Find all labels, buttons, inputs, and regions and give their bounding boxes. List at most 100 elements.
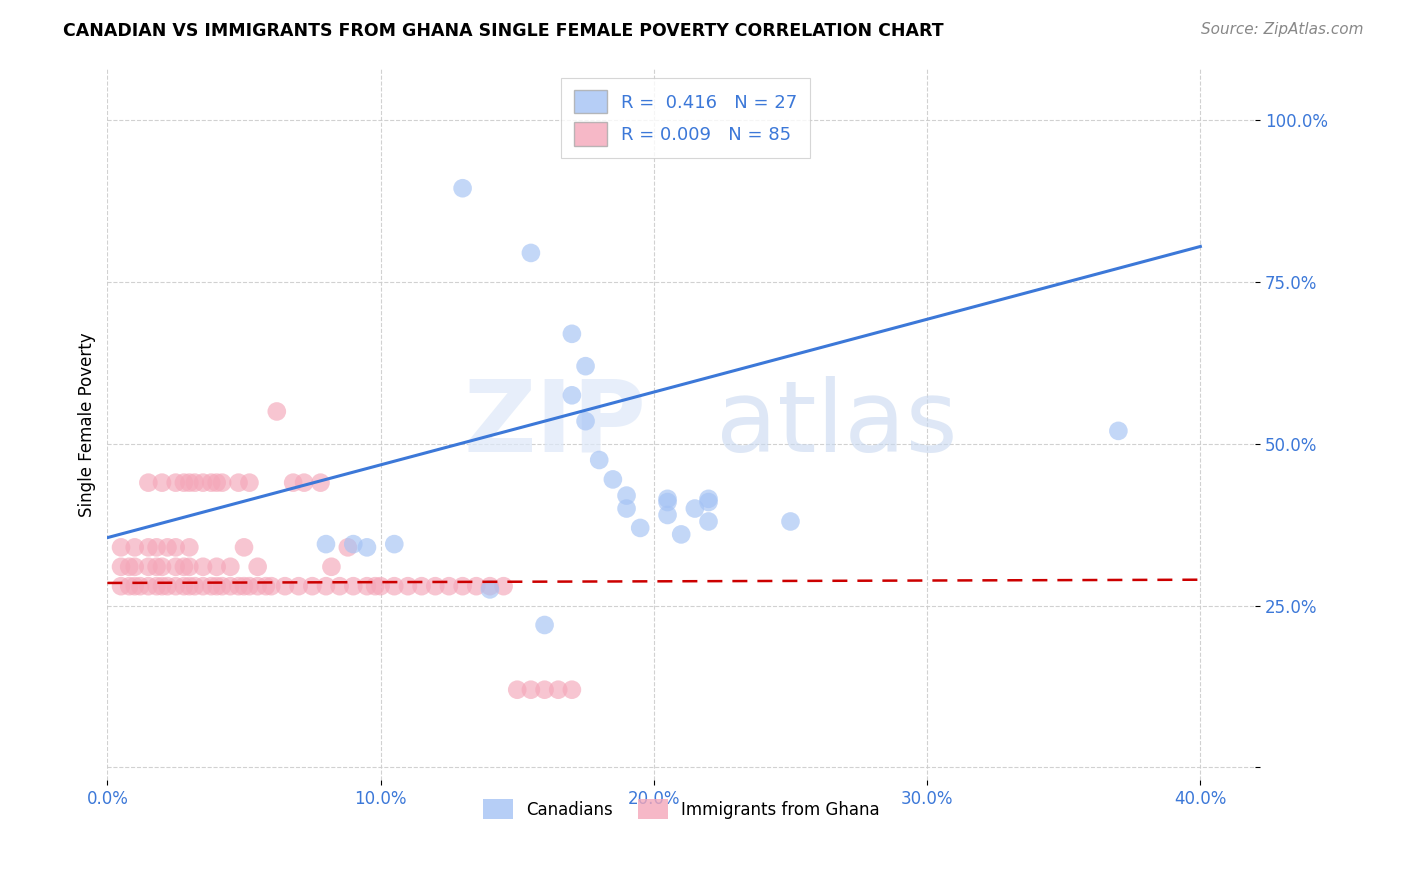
Point — [309, 475, 332, 490]
Point — [173, 559, 195, 574]
Point — [238, 579, 260, 593]
Point — [138, 559, 160, 574]
Point — [411, 579, 433, 593]
Point — [150, 559, 173, 574]
Point — [260, 579, 283, 593]
Point — [520, 246, 543, 260]
Point — [370, 579, 392, 593]
Point — [145, 541, 167, 555]
Point — [602, 472, 624, 486]
Point — [200, 579, 222, 593]
Point — [437, 579, 460, 593]
Point — [145, 579, 167, 593]
Point — [205, 475, 228, 490]
Point — [254, 579, 277, 593]
Point — [478, 582, 501, 597]
Point — [200, 475, 222, 490]
Point — [191, 559, 214, 574]
Point — [156, 541, 179, 555]
Point — [657, 508, 679, 522]
Point — [465, 579, 488, 593]
Point — [179, 541, 201, 555]
Point — [138, 475, 160, 490]
Point — [205, 579, 228, 593]
Y-axis label: Single Female Poverty: Single Female Poverty — [79, 332, 96, 516]
Point — [228, 475, 250, 490]
Point — [124, 541, 146, 555]
Point — [492, 579, 515, 593]
Point — [287, 579, 309, 593]
Point — [1107, 424, 1129, 438]
Point — [165, 475, 187, 490]
Point — [657, 495, 679, 509]
Point — [588, 453, 610, 467]
Point — [697, 491, 720, 506]
Point — [150, 579, 173, 593]
Point — [616, 501, 638, 516]
Point — [179, 475, 201, 490]
Point — [233, 579, 256, 593]
Point — [396, 579, 419, 593]
Point — [184, 579, 207, 593]
Point — [329, 579, 352, 593]
Point — [342, 537, 364, 551]
Point — [683, 501, 706, 516]
Point — [110, 579, 132, 593]
Point — [315, 537, 337, 551]
Point — [669, 527, 692, 541]
Point — [266, 404, 288, 418]
Point — [173, 475, 195, 490]
Point — [533, 618, 555, 632]
Point — [110, 541, 132, 555]
Point — [616, 489, 638, 503]
Text: atlas: atlas — [716, 376, 957, 473]
Text: CANADIAN VS IMMIGRANTS FROM GHANA SINGLE FEMALE POVERTY CORRELATION CHART: CANADIAN VS IMMIGRANTS FROM GHANA SINGLE… — [63, 22, 943, 40]
Point — [219, 579, 242, 593]
Point — [191, 475, 214, 490]
Point — [506, 682, 529, 697]
Point — [165, 579, 187, 593]
Point — [228, 579, 250, 593]
Point — [283, 475, 305, 490]
Point — [138, 541, 160, 555]
Point — [292, 475, 315, 490]
Point — [697, 495, 720, 509]
Point — [129, 579, 152, 593]
Point — [233, 541, 256, 555]
Point — [145, 559, 167, 574]
Point — [451, 181, 474, 195]
Text: ZIP: ZIP — [464, 376, 647, 473]
Point — [179, 559, 201, 574]
Point — [173, 579, 195, 593]
Text: Source: ZipAtlas.com: Source: ZipAtlas.com — [1201, 22, 1364, 37]
Point — [315, 579, 337, 593]
Point — [628, 521, 651, 535]
Point — [211, 475, 233, 490]
Point — [478, 579, 501, 593]
Point — [124, 559, 146, 574]
Point — [110, 559, 132, 574]
Point — [184, 475, 207, 490]
Point — [179, 579, 201, 593]
Point — [520, 682, 543, 697]
Point — [156, 579, 179, 593]
Legend: Canadians, Immigrants from Ghana: Canadians, Immigrants from Ghana — [477, 793, 886, 825]
Point — [382, 537, 405, 551]
Point — [211, 579, 233, 593]
Point — [124, 579, 146, 593]
Point — [165, 559, 187, 574]
Point — [238, 475, 260, 490]
Point — [274, 579, 297, 593]
Point — [301, 579, 323, 593]
Point — [451, 579, 474, 593]
Point — [382, 579, 405, 593]
Point — [321, 559, 343, 574]
Point — [547, 682, 569, 697]
Point — [356, 541, 378, 555]
Point — [425, 579, 447, 593]
Point — [364, 579, 387, 593]
Point — [246, 579, 269, 593]
Point — [561, 388, 583, 402]
Point — [336, 541, 359, 555]
Point — [533, 682, 555, 697]
